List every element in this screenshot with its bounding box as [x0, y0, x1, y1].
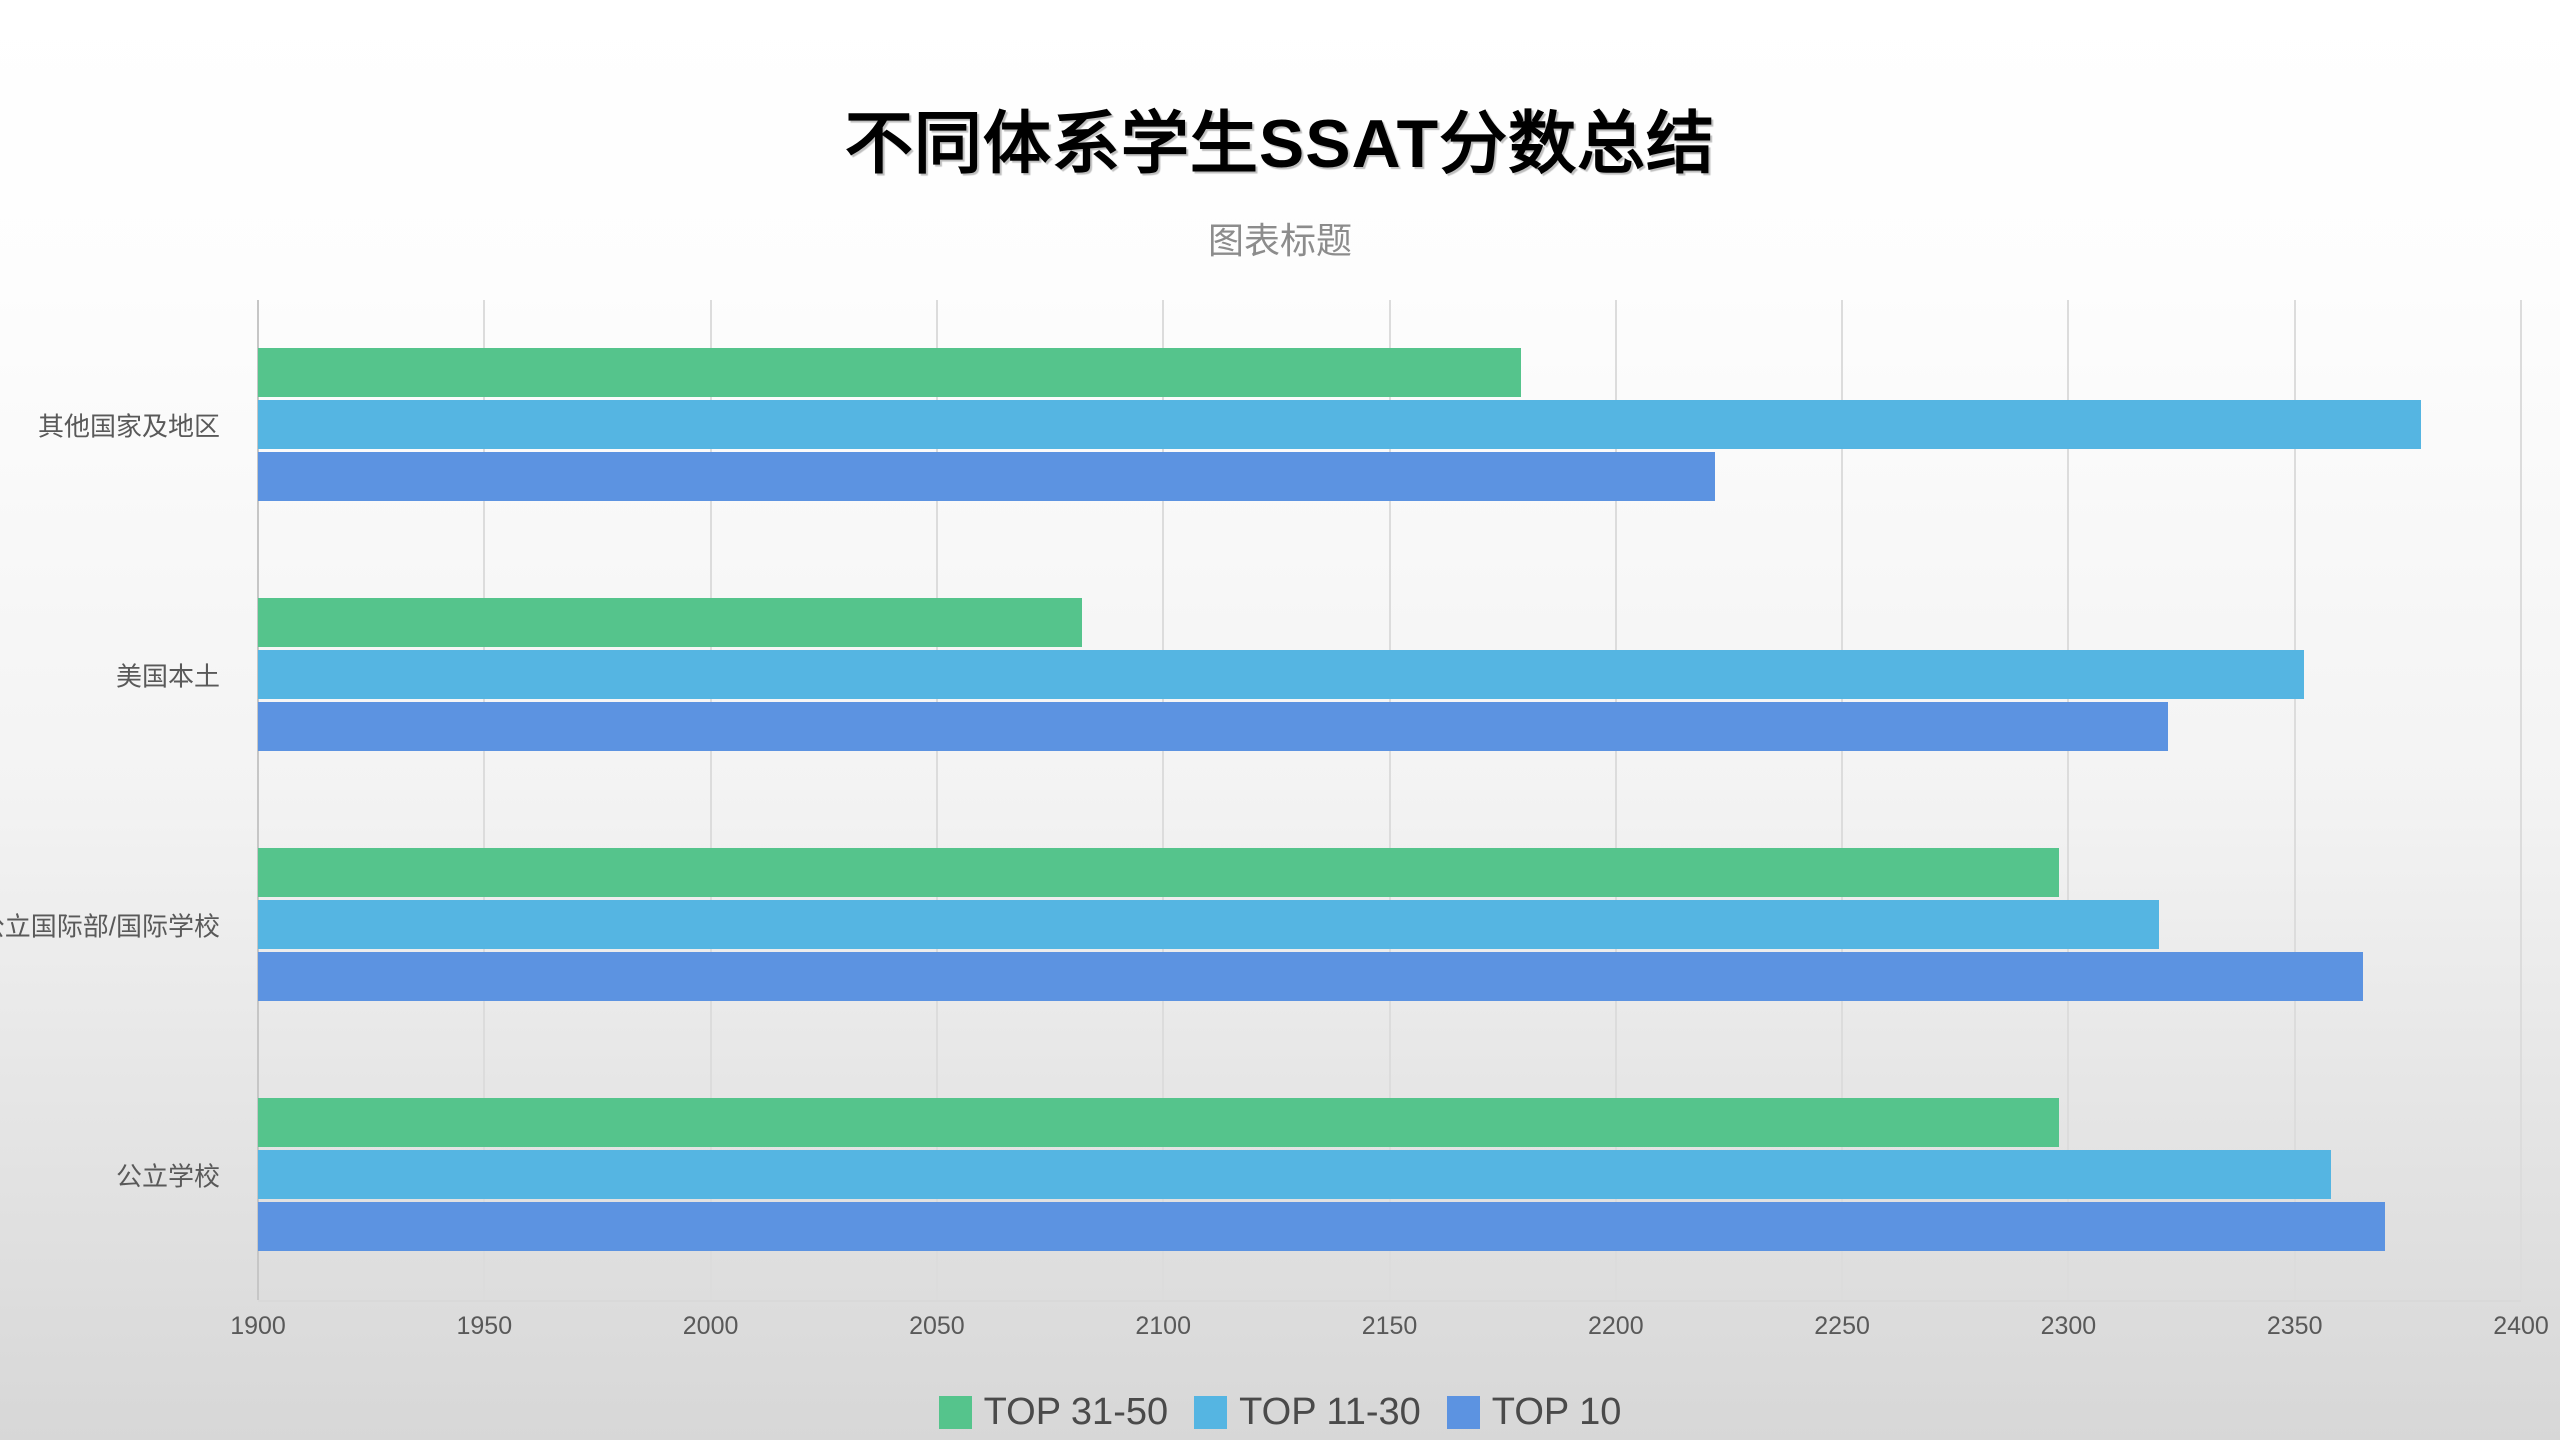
x-tick-label: 2150: [1361, 1312, 1418, 1340]
bar-top-31-50: [258, 848, 2060, 897]
x-tick-label: 2400: [2493, 1312, 2549, 1340]
legend-label: TOP 11-30: [1239, 1390, 1421, 1433]
bar-top-31-50: [258, 598, 1082, 647]
x-tick-label: 2000: [682, 1312, 739, 1340]
bar-top-11-30: [258, 400, 2422, 449]
category-label: 公立国际部/国际学校: [0, 911, 220, 942]
category-label: 其他国家及地区: [37, 411, 220, 442]
x-axis-tick-labels: 1900 1950 2000 2050 2100 2150 2200 2250 2300 2350…: [230, 1312, 2549, 1346]
x-tick-label: 2200: [1587, 1312, 1644, 1340]
gridline: [2293, 300, 2296, 1300]
gridline: [1841, 300, 1844, 1300]
legend-swatch-icon: [938, 1395, 972, 1429]
x-tick-label: 2050: [909, 1312, 965, 1340]
gridline: [709, 300, 712, 1300]
gridline: [935, 300, 938, 1300]
gridline: [483, 300, 486, 1300]
bar-top-10: [258, 952, 2363, 1001]
gridline: [1162, 300, 1165, 1300]
x-tick-label: 2350: [2266, 1312, 2323, 1340]
legend: TOP 31-50 TOP 11-30 TOP 10: [0, 1388, 2560, 1436]
x-tick-label: 1950: [456, 1312, 513, 1340]
legend-item: TOP 31-50: [938, 1390, 1169, 1434]
category-label: 公立学校: [115, 1161, 220, 1192]
bar-top-31-50: [258, 348, 1521, 397]
y-axis-line: [257, 300, 259, 1300]
x-tick-label: 2300: [2040, 1312, 2097, 1340]
bar-top-31-50: [258, 1098, 2060, 1147]
category-label: 美国本土: [115, 661, 220, 692]
chart-subtitle: 图表标题: [1207, 220, 1352, 261]
legend-swatch-icon: [1446, 1395, 1480, 1429]
bar-top-11-30: [258, 900, 2159, 949]
gridline: [1388, 300, 1391, 1300]
legend-item: TOP 11-30: [1194, 1391, 1421, 1434]
legend-label: TOP 31-50: [983, 1390, 1169, 1433]
plot-area: [257, 300, 2522, 1302]
gridline: [2520, 300, 2522, 1300]
legend-swatch-icon: [1194, 1395, 1228, 1429]
x-tick-label: 1900: [230, 1312, 286, 1340]
bar-top-11-30: [258, 650, 2304, 699]
legend-label: TOP 10: [1491, 1390, 1622, 1433]
gridline: [2067, 300, 2070, 1300]
bar-top-10: [258, 452, 1716, 501]
bar-top-10: [258, 1202, 2386, 1251]
x-tick-label: 2100: [1135, 1312, 1191, 1340]
gridline: [1614, 300, 1617, 1300]
legend-item: TOP 10: [1446, 1390, 1622, 1434]
y-axis-category-labels: 其他国家及地区美国本土公立国际部/国际学校公立学校: [0, 300, 238, 1300]
chart-main-title: 不同体系学生SSAT分数总结: [844, 106, 1716, 182]
bar-top-11-30: [258, 1150, 2331, 1199]
x-tick-label: 2250: [1814, 1312, 1870, 1340]
bar-top-10: [258, 702, 2168, 751]
